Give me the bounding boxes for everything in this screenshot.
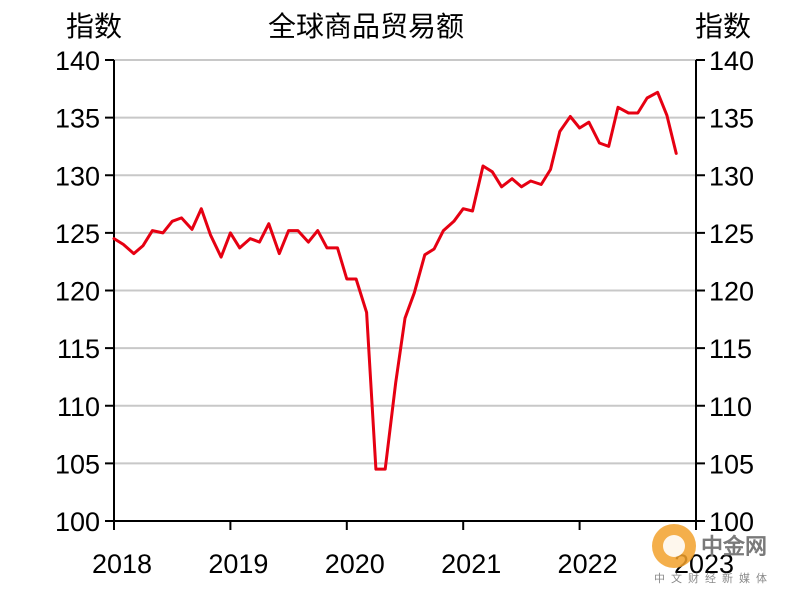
y-axis-label-right: 指数	[695, 10, 751, 43]
chart-title: 全球商品贸易额	[268, 10, 464, 43]
y-tick-label-right: 130	[709, 161, 754, 191]
axes	[105, 59, 705, 530]
watermark-logo: 中金网 中文财经新媒体	[652, 524, 773, 585]
y-tick-label-right: 140	[709, 46, 754, 76]
y-tick-label-right: 120	[709, 277, 754, 307]
y-tick-label-left: 110	[57, 392, 100, 422]
tick-labels: 100 100 105 105 110 110 115 115 120 120 125 125 130 1…	[55, 46, 754, 579]
series-line	[112, 90, 678, 471]
y-tick-label-right: 100	[709, 507, 754, 537]
x-tick-label: 2018	[92, 549, 152, 579]
x-tick-label: 2021	[441, 549, 501, 579]
y-tick-label-right: 115	[709, 334, 752, 364]
y-tick-label-left: 115	[57, 334, 100, 364]
y-tick-label-left: 130	[55, 161, 100, 191]
y-tick-label-right: 135	[709, 104, 754, 134]
series	[112, 90, 678, 471]
x-tick-label: 2022	[558, 549, 618, 579]
y-tick-label-right: 110	[709, 392, 752, 422]
y-tick-label-right: 105	[709, 449, 754, 479]
logo-inner-icon	[663, 535, 685, 557]
y-tick-label-left: 105	[55, 449, 100, 479]
watermark-brand: 中金网	[701, 534, 767, 560]
y-tick-label-left: 120	[55, 277, 100, 307]
y-tick-label-left: 100	[55, 507, 100, 537]
y-tick-label-right: 125	[709, 219, 754, 249]
x-tick-label: 2019	[208, 549, 268, 579]
y-tick-label-left: 140	[55, 46, 100, 76]
x-tick-label: 2020	[325, 549, 385, 579]
y-axis-label-left: 指数	[66, 10, 122, 43]
watermark-slogan: 中文财经新媒体	[654, 571, 773, 585]
gridlines	[114, 59, 696, 465]
y-tick-label-left: 135	[55, 104, 100, 134]
y-tick-label-left: 125	[55, 219, 100, 249]
